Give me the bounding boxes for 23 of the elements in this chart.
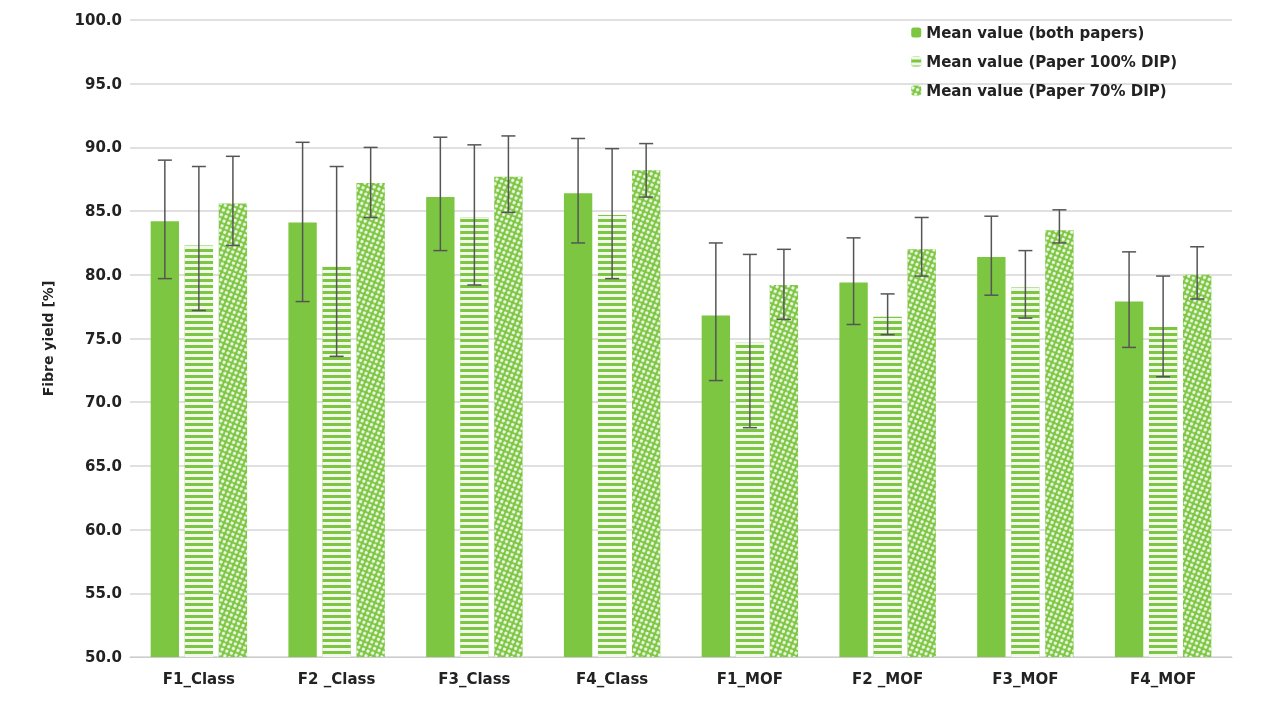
legend-label: Mean value (Paper 100% DIP) (926, 52, 1177, 71)
y-axis-title: Fibre yield [%] (40, 280, 56, 397)
x-tick-label: F1_MOF (716, 669, 783, 688)
y-tick-label: 85.0 (84, 202, 122, 221)
legend-label: Mean value (both papers) (926, 23, 1145, 42)
x-tick-label: F2 _MOF (851, 669, 924, 688)
y-tick-label: 50.0 (84, 648, 122, 666)
x-tick-label: F4_Class (575, 669, 649, 688)
y-tick-label: 80.0 (84, 265, 122, 284)
x-tick-label: F3_Class (438, 669, 511, 688)
legend-label: Mean value (Paper 70% DIP) (926, 81, 1167, 100)
y-tick-label: 70.0 (84, 393, 122, 412)
y-tick-label: 65.0 (84, 456, 122, 475)
y-tick-label: 55.0 (84, 584, 122, 603)
y-tick-label: 100.0 (74, 11, 122, 29)
x-tick-label: F4_MOF (1130, 669, 1197, 688)
y-tick-label: 60.0 (84, 520, 122, 539)
x-tick-label: F1_Class (162, 669, 236, 688)
y-tick-label: 95.0 (84, 74, 122, 93)
y-tick-label: 90.0 (84, 138, 122, 157)
x-tick-label: F3_MOF (992, 669, 1059, 688)
x-tick-label: F2 _Class (297, 669, 376, 688)
y-tick-label: 75.0 (84, 329, 122, 348)
